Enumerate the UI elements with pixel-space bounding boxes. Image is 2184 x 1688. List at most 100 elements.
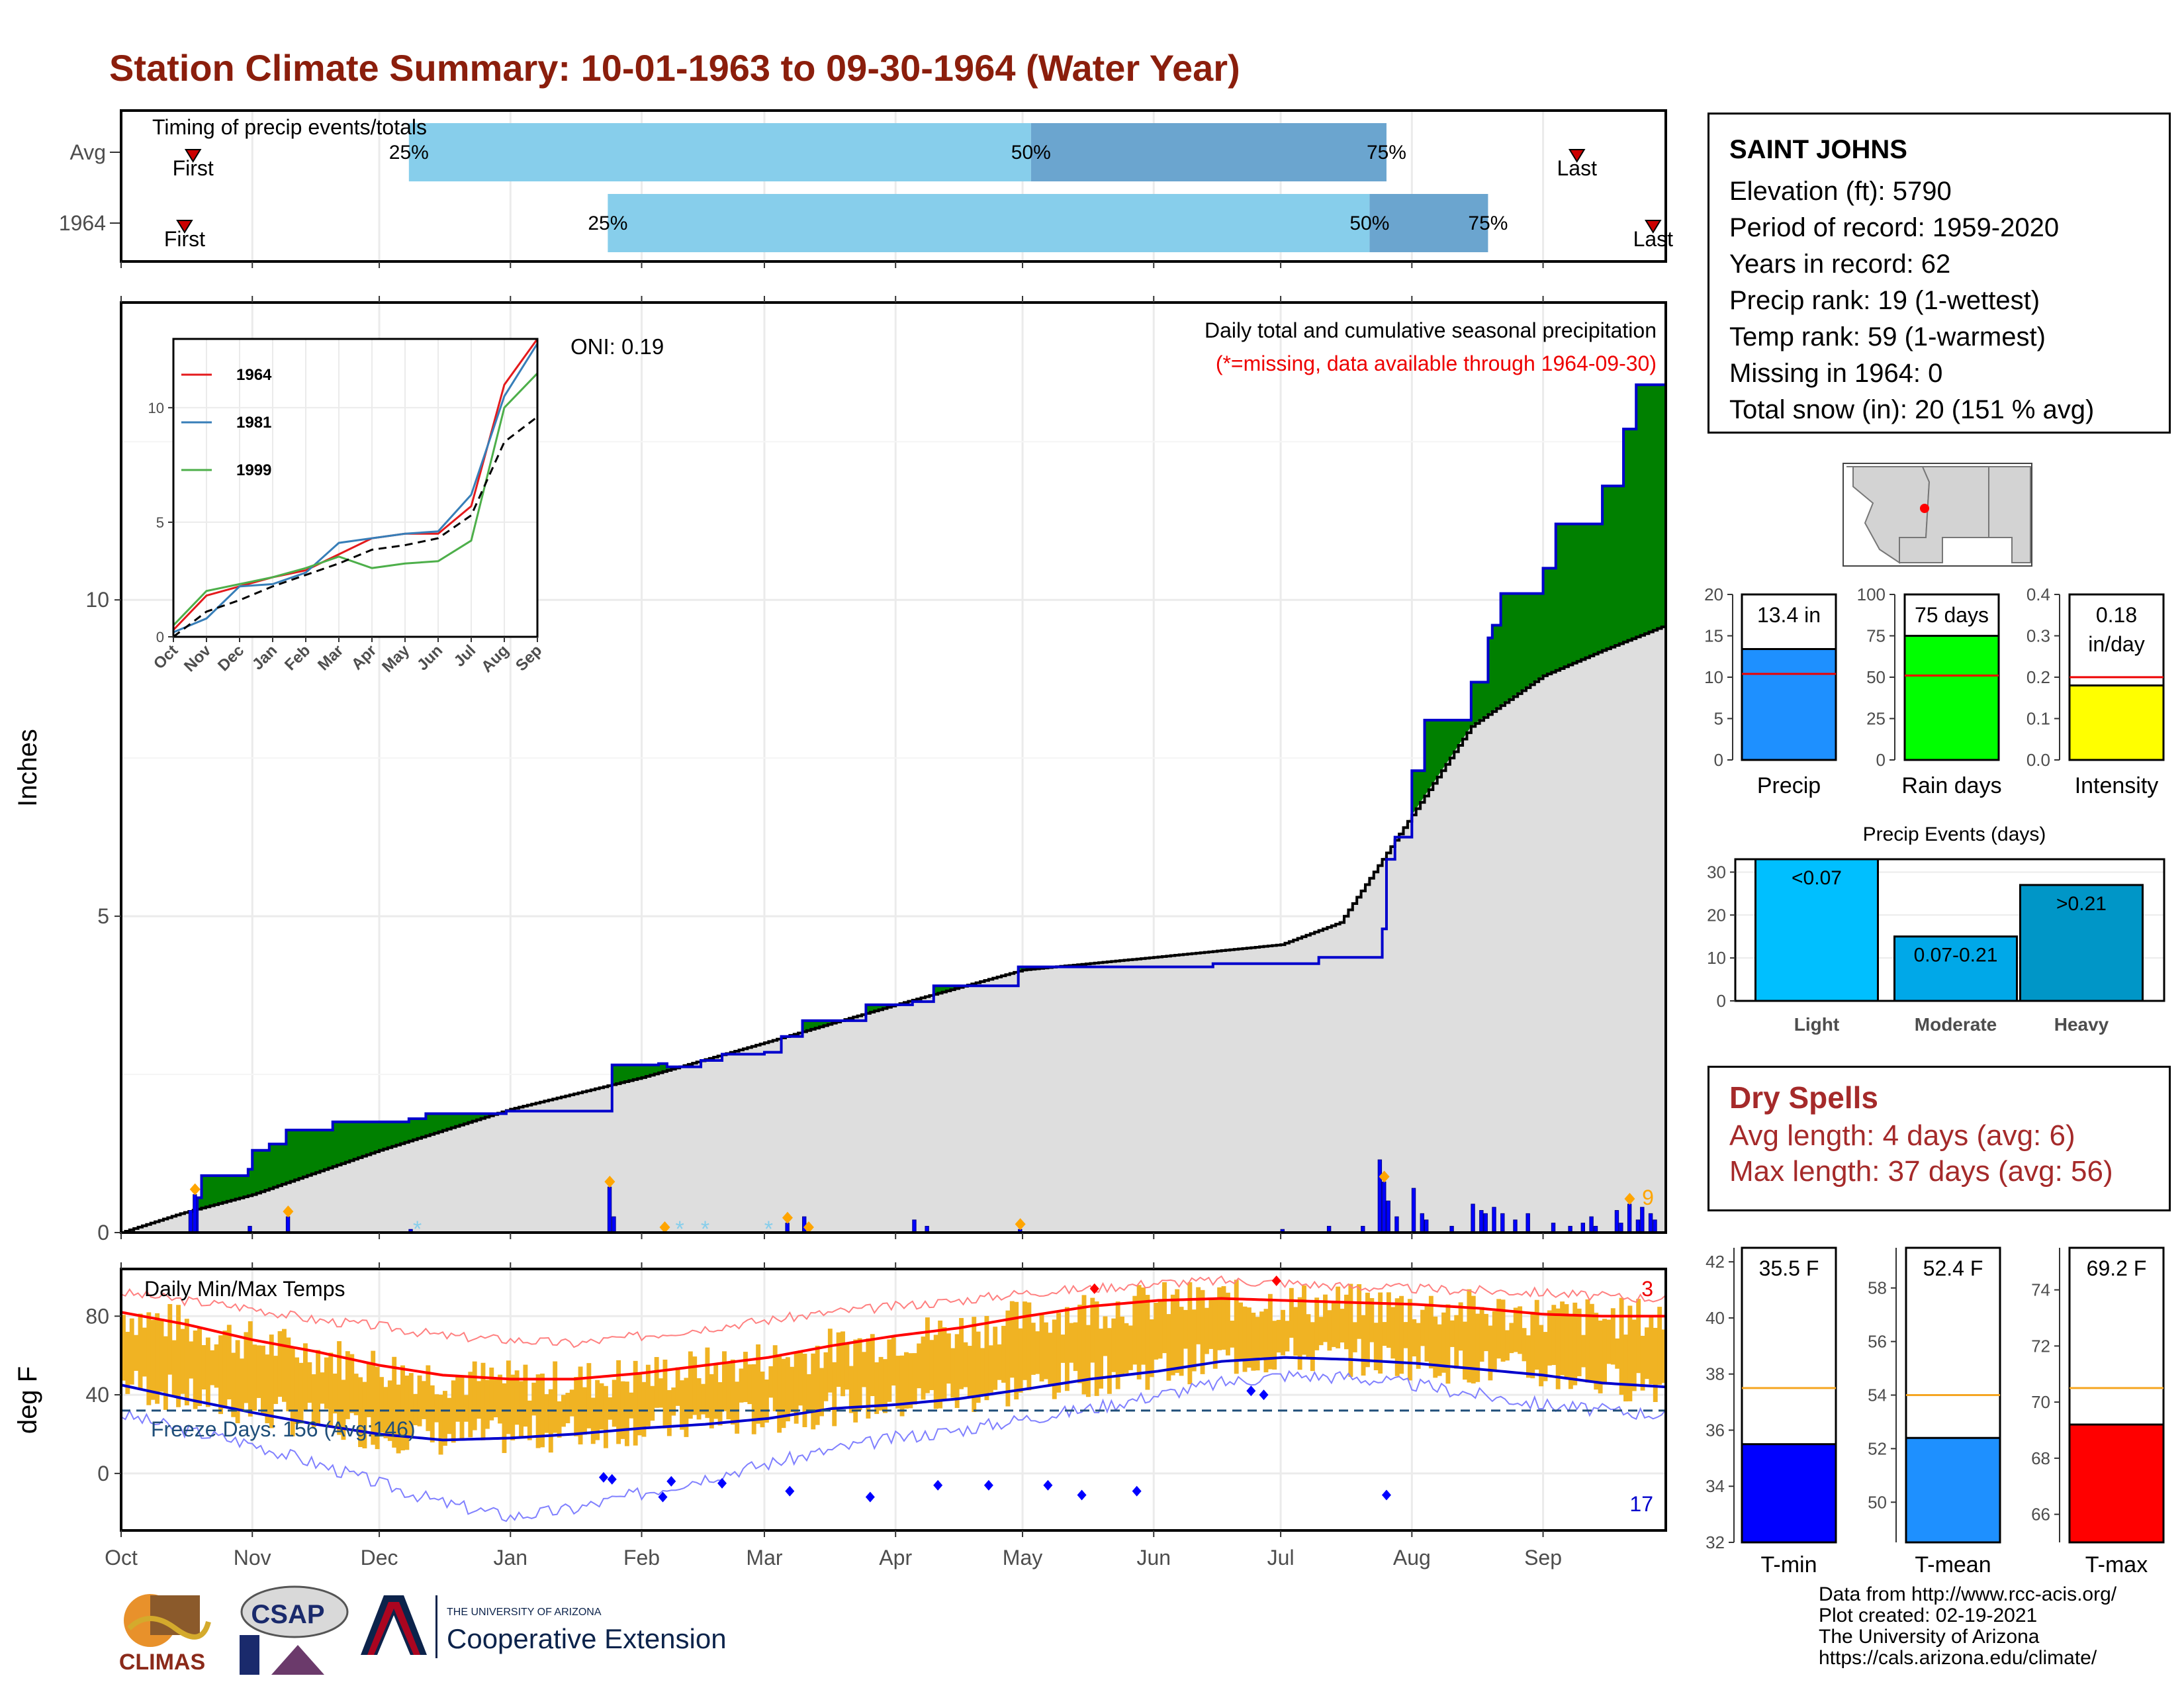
dry-spells-avg: Avg length: 4 days (avg: 6) — [1729, 1119, 2075, 1152]
daily-temp-range-bar — [1048, 1333, 1053, 1386]
station-totals-bars: 0 5 10 15 20 13.4 in Precip 0 25 50 75 100 75 days Ra… — [1704, 585, 2165, 798]
daily-temp-range-bar — [231, 1352, 236, 1417]
station-location-dot — [1920, 504, 1929, 513]
precip-event-bar-label: 0.07-0.21 — [1914, 945, 1998, 966]
above-average-fill — [1564, 524, 1569, 667]
y-tick-label: 58 — [1868, 1278, 1887, 1298]
daily-temp-range-bar — [853, 1339, 858, 1423]
above-average-fill — [261, 1150, 266, 1192]
daily-temp-range-bar — [193, 1330, 198, 1409]
record-low-marker — [933, 1479, 943, 1491]
above-average-fill — [815, 1020, 820, 1029]
daily-temp-range-bar — [1348, 1284, 1353, 1378]
daily-precip-bar — [1386, 1200, 1390, 1233]
above-average-fill — [866, 1004, 871, 1013]
daily-temp-range-bar — [540, 1374, 545, 1448]
daily-temp-range-bar — [921, 1336, 926, 1400]
daily-temp-range-bar — [815, 1346, 820, 1425]
daily-precip-bar — [1394, 1216, 1399, 1233]
daily-temp-range-bar — [1361, 1315, 1366, 1376]
daily-temp-range-bar — [1238, 1302, 1244, 1361]
above-average-fill — [1623, 429, 1629, 642]
daily-temp-range-bar — [434, 1394, 439, 1423]
daily-temp-range-bar — [1107, 1328, 1112, 1394]
above-average-fill — [641, 1064, 647, 1078]
y-tick-label: 15 — [1704, 626, 1723, 646]
daily-temp-range-bar — [426, 1365, 431, 1431]
above-average-fill — [827, 1020, 833, 1025]
daily-temp-range-bar — [1085, 1325, 1091, 1397]
daily-temp-range-bar — [180, 1329, 185, 1394]
extreme-event-marker — [604, 1176, 615, 1188]
daily-temp-range-bar — [1039, 1313, 1044, 1382]
daily-precip-bar — [1653, 1219, 1657, 1233]
daily-temp-range-bar — [1433, 1316, 1438, 1378]
above-average-fill — [1631, 429, 1637, 639]
dry-spells-box: Dry Spells Avg length: 4 days (avg: 6) M… — [1707, 1066, 2171, 1211]
daily-temp-range-bar — [366, 1363, 371, 1417]
above-average-fill — [277, 1144, 283, 1186]
daily-temp-range-bar — [933, 1335, 938, 1409]
y-tick-label: 56 — [1868, 1332, 1887, 1352]
daily-temp-range-bar — [1560, 1301, 1565, 1376]
timing-row-label: 1964 — [59, 211, 106, 235]
x-tick-label: Nov — [234, 1546, 271, 1570]
value-label: 52.4 F — [1923, 1256, 1983, 1280]
above-average-fill — [447, 1113, 452, 1129]
daily-temp-range-bar — [891, 1337, 896, 1386]
daily-temp-range-bar — [772, 1345, 778, 1411]
daily-temp-range-bar — [531, 1382, 537, 1416]
daily-temp-range-bar — [1272, 1321, 1277, 1370]
daily-temp-range-bar — [1458, 1302, 1463, 1351]
credit-line: Plot created: 02-19-2021 — [1819, 1605, 2038, 1626]
dry-spells-title: Dry Spells — [1729, 1080, 1878, 1115]
daily-temp-range-bar — [1212, 1298, 1218, 1369]
above-average-fill — [210, 1175, 215, 1206]
timing-pct-label: 75% — [1367, 142, 1406, 164]
daily-temp-range-bar — [1132, 1295, 1138, 1365]
above-average-fill — [1428, 720, 1433, 790]
daily-temp-range-bar — [781, 1358, 786, 1429]
daily-temp-range-bar — [887, 1339, 892, 1402]
daily-temp-range-bar — [811, 1353, 816, 1430]
daily-temp-range-bar — [917, 1343, 922, 1389]
daily-precip-bar — [912, 1219, 917, 1233]
daily-temp-range-bar — [261, 1345, 265, 1415]
above-average-fill — [392, 1121, 397, 1147]
above-average-fill — [205, 1175, 210, 1207]
daily-temp-range-bar — [1293, 1307, 1298, 1356]
above-average-fill — [252, 1150, 257, 1195]
daily-temp-range-bar — [675, 1367, 680, 1406]
above-average-fill — [214, 1175, 219, 1205]
daily-temp-range-bar — [337, 1341, 342, 1435]
daily-temp-range-bar — [1602, 1319, 1607, 1385]
daily-temp-range-bar — [468, 1372, 473, 1438]
daily-precip-bar — [1492, 1207, 1496, 1233]
above-average-fill — [1458, 720, 1463, 746]
daily-temp-range-bar — [150, 1320, 156, 1400]
daily-precip-bar — [1635, 1219, 1641, 1233]
daily-temp-range-bar — [1653, 1327, 1658, 1402]
daily-temp-range-bar — [392, 1356, 397, 1448]
above-average-fill — [883, 1004, 888, 1009]
above-average-fill — [463, 1113, 469, 1124]
daily-temp-range-bar — [1115, 1301, 1120, 1389]
daily-temp-range-bar — [328, 1352, 334, 1426]
daily-temp-range-bar — [1496, 1299, 1502, 1359]
above-average-fill — [451, 1113, 456, 1128]
daily-temp-range-bar — [1518, 1306, 1523, 1354]
daily-temp-range-bar — [1369, 1297, 1375, 1342]
daily-temp-range-bar — [396, 1384, 401, 1454]
daily-temp-range-bar — [210, 1350, 215, 1385]
page-title: Station Climate Summary: 10-01-1963 to 0… — [109, 47, 1240, 89]
y-tick-label: 68 — [2031, 1448, 2050, 1468]
daily-temp-range-bar — [1636, 1299, 1641, 1374]
ua-big-text: Cooperative Extension — [447, 1623, 727, 1654]
y-tick-label: 54 — [1868, 1385, 1887, 1405]
y-tick-label: 0 — [97, 1221, 109, 1244]
above-average-fill — [1576, 524, 1582, 662]
daily-temp-range-bar — [1073, 1322, 1078, 1372]
above-average-fill — [320, 1130, 325, 1171]
daily-temp-range-bar — [1525, 1335, 1531, 1378]
temp-panel-title: Daily Min/Max Temps — [144, 1277, 345, 1301]
